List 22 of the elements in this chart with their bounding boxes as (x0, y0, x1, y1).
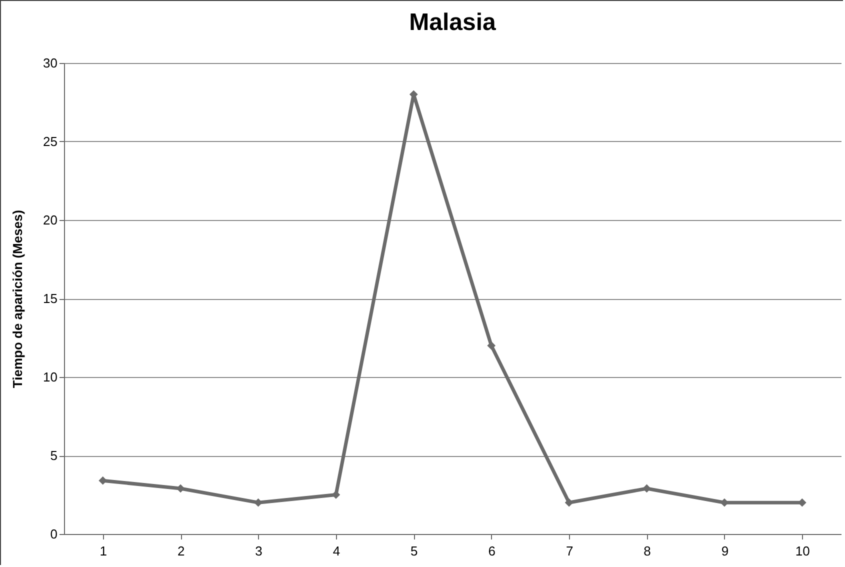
x-tick-label: 7 (566, 544, 574, 558)
x-tick-label: 5 (410, 544, 418, 558)
x-tick-label: 1 (100, 544, 107, 558)
x-tick-label: 3 (255, 544, 262, 558)
y-tick-label: 20 (43, 212, 58, 228)
x-tick-label: 4 (332, 544, 340, 558)
y-tick-label: 30 (43, 56, 58, 70)
y-tick-label: 25 (43, 134, 58, 149)
x-tick-label: 2 (177, 544, 185, 558)
y-tick-label: 15 (43, 291, 58, 306)
x-tick-label: 9 (721, 544, 729, 558)
x-tick-label: 10 (795, 544, 810, 558)
point (487, 341, 496, 350)
y-tick-label: 0 (50, 526, 58, 542)
y-tick-label: 5 (50, 448, 58, 463)
x-tick-label: 8 (644, 544, 651, 558)
y-tick-label: 10 (43, 370, 58, 384)
point (642, 484, 651, 493)
x-tick-label: 6 (488, 544, 496, 558)
point (564, 498, 574, 507)
chart-title: Malasia (409, 9, 497, 36)
y-axis-title: Tiempo de aparición (Meses) (10, 210, 26, 388)
